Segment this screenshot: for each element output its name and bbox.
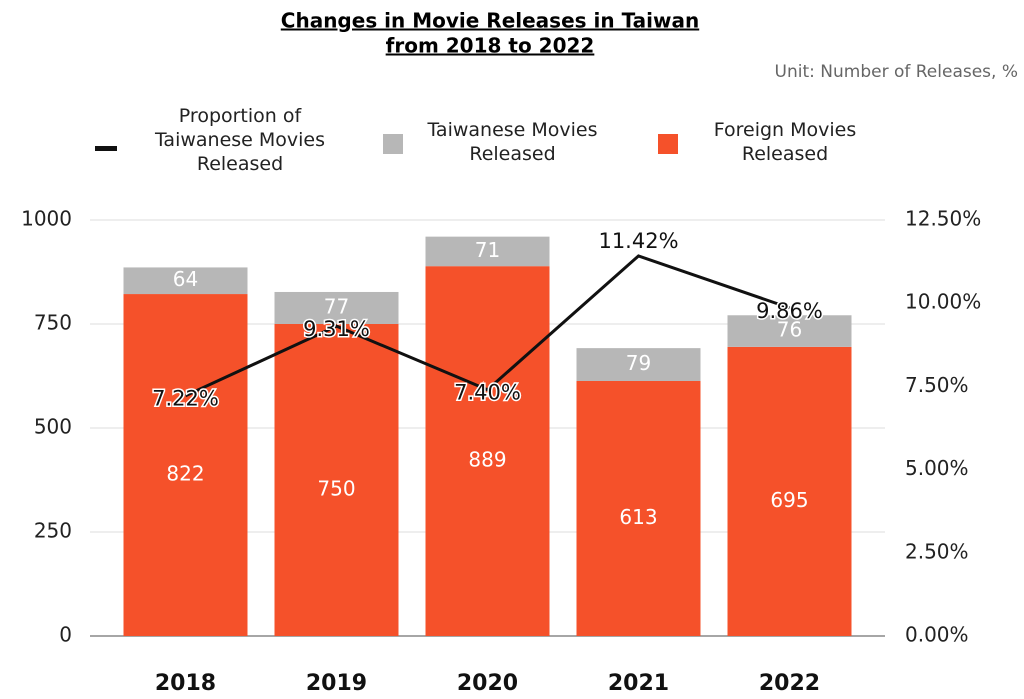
bar: [425, 236, 550, 267]
y2-tick-label: 12.50%: [905, 207, 981, 231]
bar: [425, 266, 550, 636]
x-tick-label: 2022: [759, 671, 820, 696]
legend-label: Foreign Movies Released: [713, 119, 857, 165]
bar-value-label: 76: [777, 318, 802, 342]
y2-tick-label: 10.00%: [905, 290, 981, 314]
y2-tick-label: 2.50%: [905, 539, 969, 563]
bar-value-label: 889: [468, 448, 506, 472]
bar: [576, 348, 701, 381]
bar: [123, 267, 248, 295]
line-value-label: 7.40%: [454, 381, 521, 405]
bar: [576, 380, 701, 636]
bar: [274, 291, 399, 324]
line: [184, 254, 790, 398]
line-value-label: 9.86%: [756, 299, 823, 323]
y2-tick-label: 0.00%: [905, 623, 969, 647]
chart-title: Changes in Movie Releases in Taiwan: [281, 9, 699, 33]
y-tick-label: 500: [34, 415, 72, 439]
bar: [123, 294, 248, 636]
legend-swatch: [658, 134, 678, 154]
x-tick-label: 2019: [306, 671, 367, 696]
bar-value-label: 695: [770, 488, 808, 512]
bar-value-label: 71: [475, 238, 500, 262]
bar: [727, 346, 852, 636]
bar-value-label: 822: [166, 462, 204, 486]
legend-swatch: [95, 146, 117, 151]
y-tick-label: 250: [34, 519, 72, 543]
legend-label: Proportion of Taiwanese Movies Released: [154, 105, 326, 175]
chart-title: from 2018 to 2022: [386, 34, 595, 58]
legend-label: Taiwanese Movies Released: [427, 119, 598, 165]
bar-value-label: 613: [619, 505, 657, 529]
x-tick-label: 2021: [608, 671, 669, 696]
line-value-label: 9.31%: [303, 317, 370, 341]
unit-note: Unit: Number of Releases, %: [775, 62, 1018, 82]
bar-value-label: 77: [324, 294, 349, 318]
bar-value-label: 64: [173, 267, 198, 291]
y-tick-label: 1000: [21, 207, 72, 231]
y2-tick-label: 7.50%: [905, 373, 969, 397]
x-tick-label: 2020: [457, 671, 518, 696]
bar-value-label: 79: [626, 351, 651, 375]
bar: [727, 315, 852, 347]
legend-swatch: [383, 134, 403, 154]
line-value-label: 11.42%: [598, 229, 678, 253]
line-value-label: 7.22%: [152, 387, 219, 411]
y2-tick-label: 5.00%: [905, 456, 969, 480]
bar: [274, 324, 399, 636]
x-tick-label: 2018: [155, 671, 216, 696]
y-tick-label: 750: [34, 311, 72, 335]
y-tick-label: 0: [59, 623, 72, 647]
bar-value-label: 750: [317, 477, 355, 501]
